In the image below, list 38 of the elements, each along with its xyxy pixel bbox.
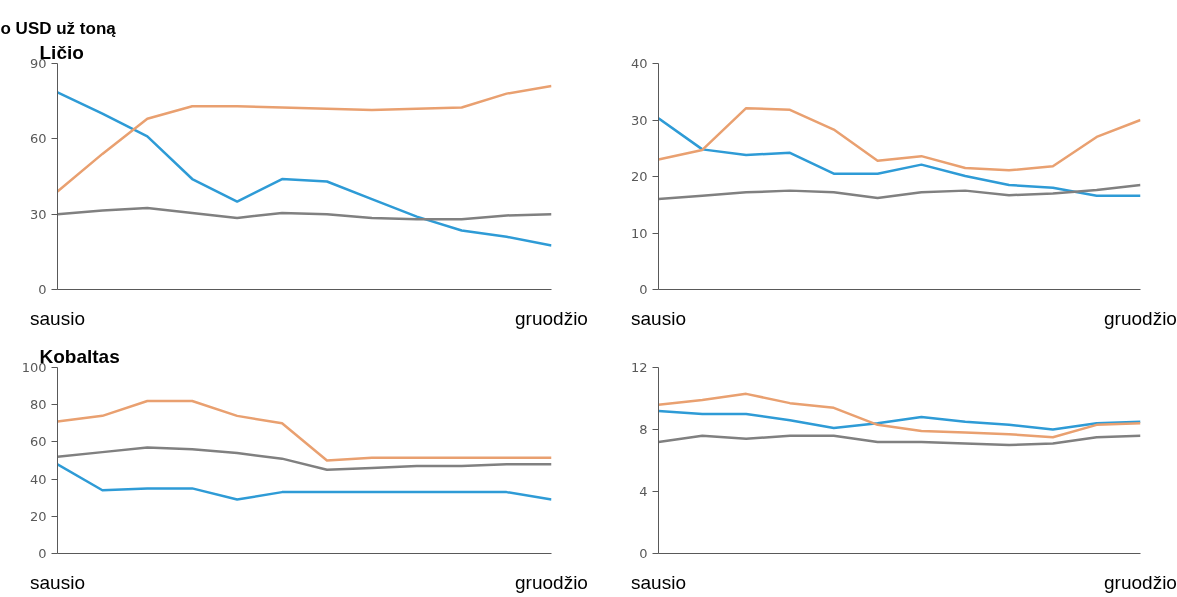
y-tick-label: 4 <box>639 484 648 499</box>
line-series <box>57 91 552 247</box>
line-series <box>658 117 1141 197</box>
x-tick-label: gruodžio <box>1104 307 1177 329</box>
y-tick-label: 60 <box>29 131 47 147</box>
line-series <box>57 462 552 501</box>
y-tick-label: 20 <box>29 508 47 524</box>
line-series <box>57 446 552 472</box>
line-series <box>658 434 1141 447</box>
line-series <box>658 409 1141 431</box>
x-tick-label: sausio <box>631 307 686 329</box>
line-series <box>658 106 1141 172</box>
y-tick-label: 20 <box>630 169 648 184</box>
line-series <box>658 392 1141 439</box>
x-tick-label: gruodžio <box>515 307 588 329</box>
line-series <box>57 399 552 462</box>
y-tick-label: 40 <box>630 56 648 71</box>
x-tick-label: sausio <box>30 307 85 329</box>
y-tick-label: 0 <box>38 282 47 297</box>
x-tick-label: gruodžio <box>515 571 588 593</box>
y-tick-label: 12 <box>630 360 648 375</box>
x-tick-label: sausio <box>631 571 686 593</box>
y-tick-label: 0 <box>38 546 47 561</box>
y-tick-label: 10 <box>630 225 648 241</box>
x-tick-label: gruodžio <box>1104 571 1177 593</box>
x-tick-label: sausio <box>30 571 85 593</box>
y-tick-label: 30 <box>29 206 47 222</box>
y-tick-label: 40 <box>29 471 47 487</box>
y-tick-label: 0 <box>639 282 648 297</box>
y-tick-label: 0 <box>639 546 648 561</box>
line-series <box>658 183 1141 201</box>
text: o USD už toną <box>0 18 117 38</box>
y-tick-label: 8 <box>639 422 648 437</box>
line-series <box>57 206 552 221</box>
y-tick-label: 30 <box>630 112 648 128</box>
line-series <box>57 84 552 193</box>
y-tick-label: 80 <box>29 397 47 413</box>
y-tick-label: 60 <box>29 434 47 450</box>
